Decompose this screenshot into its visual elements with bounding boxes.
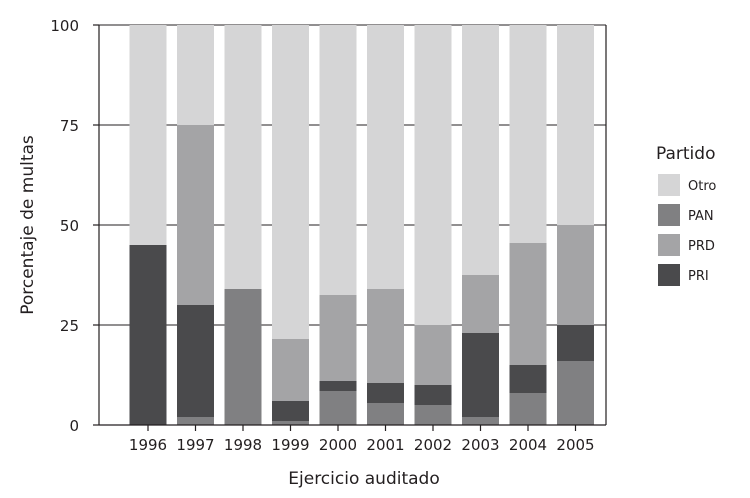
y-tick-label-0: 0: [69, 417, 79, 435]
bar-pan-2001: [367, 403, 404, 425]
legend-label-otro: Otro: [688, 179, 716, 194]
y-tick-label-50: 50: [60, 217, 79, 235]
y-tick-labels: 0 25 50 75 100: [50, 17, 79, 435]
x-tick-label-2002: 2002: [414, 436, 452, 454]
legend-swatch-otro: [658, 174, 680, 196]
bar-otro-2001: [367, 25, 404, 289]
bars: [129, 25, 594, 425]
bar-otro-1998: [224, 25, 262, 289]
bar-otro-2000: [319, 25, 357, 295]
x-axis-title: Ejercicio auditado: [288, 469, 439, 489]
legend-swatch-pan: [658, 204, 680, 226]
x-tick-label-1999: 1999: [271, 436, 309, 454]
bar-pan-2003: [462, 417, 499, 425]
bar-otro-1999: [272, 25, 309, 339]
bar-otro-2005: [557, 25, 594, 225]
bar-pri-2001: [367, 383, 404, 403]
bar-otro-1997: [177, 25, 214, 125]
bar-prd-2003: [462, 275, 499, 333]
x-tick-label-1997: 1997: [176, 436, 214, 454]
bar-pan-2002: [414, 405, 452, 425]
x-tick-label-2000: 2000: [319, 436, 357, 454]
bar-otro-1996: [129, 25, 167, 245]
bar-pan-1998: [224, 289, 262, 425]
bar-prd-2000: [319, 295, 357, 381]
bar-pan-1999: [272, 421, 309, 425]
bar-pan-1997: [177, 417, 214, 425]
x-tick-label-2003: 2003: [461, 436, 499, 454]
bar-pan-2004: [509, 393, 547, 425]
bar-otro-2002: [414, 25, 452, 325]
legend-label-prd: PRD: [688, 239, 715, 254]
x-tick-label-2005: 2005: [556, 436, 594, 454]
x-tick-label-2001: 2001: [366, 436, 404, 454]
bar-pri-2005: [557, 325, 594, 361]
legend-title: Partido: [656, 144, 715, 164]
bar-prd-1999: [272, 339, 309, 401]
legend-swatch-pri: [658, 264, 680, 286]
bar-pan-2000: [319, 391, 357, 425]
y-tick-label-75: 75: [60, 117, 79, 135]
bar-prd-2004: [509, 243, 547, 365]
bar-prd-1997: [177, 125, 214, 305]
x-tick-label-1998: 1998: [224, 436, 262, 454]
axes: [93, 24, 607, 431]
y-tick-label-25: 25: [60, 317, 79, 335]
bar-pri-2003: [462, 333, 499, 417]
bar-otro-2003: [462, 25, 499, 275]
bar-pri-2000: [319, 381, 357, 391]
bar-pan-2005: [557, 361, 594, 425]
x-tick-labels: 1996 1997 1998 1999 2000 2001 2002 2003 2004 2005: [129, 436, 595, 454]
bar-pri-1996: [129, 245, 167, 425]
bar-otro-2004: [509, 25, 547, 243]
bar-prd-2001: [367, 289, 404, 383]
bar-pri-2002: [414, 385, 452, 405]
legend-label-pri: PRI: [688, 269, 709, 284]
legend: Partido Otro PAN PRD PRI: [656, 144, 716, 286]
bar-prd-2002: [414, 325, 452, 385]
y-axis-title: Porcentaje de multas: [18, 135, 38, 315]
legend-swatch-prd: [658, 234, 680, 256]
x-tick-label-2004: 2004: [509, 436, 547, 454]
bar-pri-2004: [509, 365, 547, 393]
bar-prd-2005: [557, 225, 594, 325]
y-tick-label-100: 100: [50, 17, 79, 35]
bar-pri-1999: [272, 401, 309, 421]
bar-pri-1997: [177, 305, 214, 417]
legend-label-pan: PAN: [688, 209, 714, 224]
x-tick-label-1996: 1996: [129, 436, 167, 454]
